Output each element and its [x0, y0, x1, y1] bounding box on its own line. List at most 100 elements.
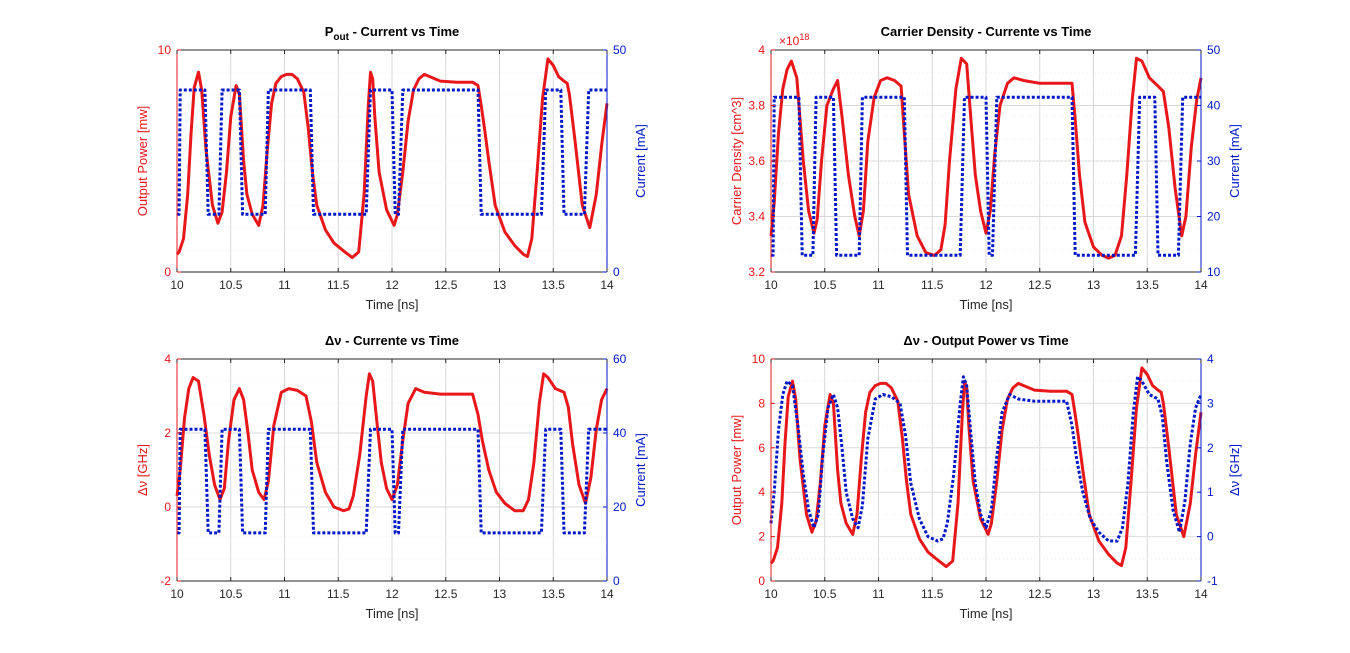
series-line-right — [771, 95, 1201, 257]
y-left-tick-label: 4 — [758, 485, 765, 499]
y-left-tick-label: 3.8 — [748, 99, 765, 113]
x-tick-label: 10.5 — [219, 278, 243, 292]
y-axis-right-label: Current [mA] — [633, 124, 648, 198]
x-tick-label: 11.5 — [327, 278, 350, 292]
y-right-tick-label: 0 — [613, 574, 620, 588]
y-left-tick-label: 10 — [752, 352, 766, 366]
y-right-tick-label: 20 — [1207, 210, 1221, 224]
y-right-tick-label: 50 — [613, 43, 627, 57]
chart-title: Pout - Current vs Time — [325, 24, 460, 43]
y-left-tick-label: 0 — [164, 500, 171, 514]
x-tick-label: 14 — [600, 587, 614, 601]
x-tick-label: 11 — [872, 587, 885, 601]
y-axis-right-label: Current [mA] — [1227, 124, 1242, 198]
y-axis-right-label: Current [mA] — [633, 433, 648, 507]
x-tick-label: 11 — [872, 278, 885, 292]
series-line-right — [177, 88, 607, 216]
y-right-tick-label: 50 — [1207, 43, 1221, 57]
x-tick-label: 14 — [1194, 278, 1208, 292]
y-left-tick-label: 3.4 — [748, 210, 765, 224]
chart-panel-p4: 10 10.5 11 11.5 12 12.5 13 13.5 140246810-101234… — [729, 333, 1242, 621]
y-right-tick-label: -1 — [1207, 574, 1218, 588]
y-right-tick-label: 40 — [613, 426, 627, 440]
x-tick-label: 13 — [1087, 587, 1101, 601]
x-tick-label: 11.5 — [921, 278, 944, 292]
x-axis-label: Time [ns] — [366, 606, 419, 621]
y-left-tick-label: 2 — [164, 426, 171, 440]
y-right-tick-label: 0 — [613, 265, 620, 279]
y-axis-left-label: Output Power [mw] — [135, 106, 150, 217]
y-left-tick-label: 8 — [758, 396, 765, 410]
chart-title-main: P — [325, 24, 334, 39]
chart-panel-p2: 10 10.5 11 11.5 12 12.5 13 13.5 14 3.2 3.4 3.6 3.8 4 1… — [729, 24, 1242, 312]
series-line-right — [769, 375, 1203, 543]
x-tick-label: 13.5 — [1136, 587, 1160, 601]
x-tick-label: 13 — [493, 278, 507, 292]
y-right-tick-label: 2 — [1207, 441, 1214, 455]
chart-title: Δν - Currente vs Time — [325, 333, 459, 348]
y-left-tick-label: 6 — [758, 441, 765, 455]
x-tick-label: 13.5 — [542, 278, 566, 292]
chart-panel-p3: 10 10.5 11 11.5 12 12.5 13 13.5 14-20240204060Ti… — [135, 333, 648, 621]
y-axis-left-label: Δν [GHz] — [135, 444, 150, 496]
x-axis-label: Time [ns] — [366, 297, 419, 312]
chart-title-main: Δν - Output Power vs Time — [903, 333, 1068, 348]
y-right-tick-label: 20 — [613, 500, 627, 514]
y-left-tick-label: 0 — [164, 265, 171, 279]
x-axis-label: Time [ns] — [960, 297, 1013, 312]
series-line-left — [769, 56, 1203, 260]
y-left-exponent: ×1018 — [779, 32, 809, 48]
y-left-tick-label: 10 — [158, 43, 172, 57]
x-tick-label: 12.5 — [1028, 587, 1052, 601]
series-line-left — [175, 372, 609, 513]
y-left-tick-label: 3.2 — [748, 265, 765, 279]
x-tick-label: 14 — [1194, 587, 1208, 601]
y-right-tick-label: 10 — [1207, 265, 1221, 279]
chart-title-main: Δν - Currente vs Time — [325, 333, 459, 348]
x-tick-label: 10.5 — [813, 587, 837, 601]
y-right-tick-label: 40 — [1207, 99, 1221, 113]
x-tick-label: 14 — [600, 278, 614, 292]
x-tick-label: 11.5 — [327, 587, 350, 601]
y-right-tick-label: 4 — [1207, 352, 1214, 366]
y-left-tick-label: 0 — [758, 574, 765, 588]
series-line-left — [175, 57, 609, 260]
chart-title-rest: - Current vs Time — [349, 24, 459, 39]
x-tick-label: 13 — [493, 587, 507, 601]
y-right-tick-label: 0 — [1207, 530, 1214, 544]
x-tick-label: 13.5 — [542, 587, 566, 601]
x-tick-label: 12.5 — [434, 278, 458, 292]
chart-title-subscript: out — [333, 32, 349, 43]
x-tick-label: 10 — [764, 587, 778, 601]
x-axis-label: Time [ns] — [960, 606, 1013, 621]
y-left-tick-label: -2 — [160, 574, 171, 588]
x-tick-label: 11.5 — [921, 587, 944, 601]
x-tick-label: 12 — [979, 587, 993, 601]
y-axis-left-label: Carrier Density [cm^3] — [729, 97, 744, 225]
x-tick-label: 12.5 — [434, 587, 458, 601]
y-axis-left-label: Output Power [mw] — [729, 415, 744, 526]
chart-title: Δν - Output Power vs Time — [903, 333, 1068, 348]
exponent-power: 18 — [799, 32, 809, 42]
y-right-tick-label: 3 — [1207, 396, 1214, 410]
x-tick-label: 11 — [278, 278, 291, 292]
x-tick-label: 12 — [385, 278, 399, 292]
x-tick-label: 10.5 — [219, 587, 243, 601]
y-left-tick-label: 3.6 — [748, 154, 765, 168]
y-right-tick-label: 60 — [613, 352, 627, 366]
chart-title: Carrier Density - Currente vs Time — [881, 24, 1092, 39]
x-tick-label: 10 — [170, 278, 184, 292]
chart-title-main: Carrier Density - Currente vs Time — [881, 24, 1092, 39]
x-tick-label: 12 — [979, 278, 993, 292]
exponent-base: ×10 — [779, 34, 800, 48]
x-tick-label: 12 — [385, 587, 399, 601]
x-tick-label: 12.5 — [1028, 278, 1052, 292]
series-line-right — [177, 427, 607, 535]
x-tick-label: 11 — [278, 587, 291, 601]
y-left-tick-label: 2 — [758, 530, 765, 544]
x-tick-label: 10 — [170, 587, 184, 601]
x-tick-label: 13 — [1087, 278, 1101, 292]
y-right-tick-label: 1 — [1207, 485, 1214, 499]
